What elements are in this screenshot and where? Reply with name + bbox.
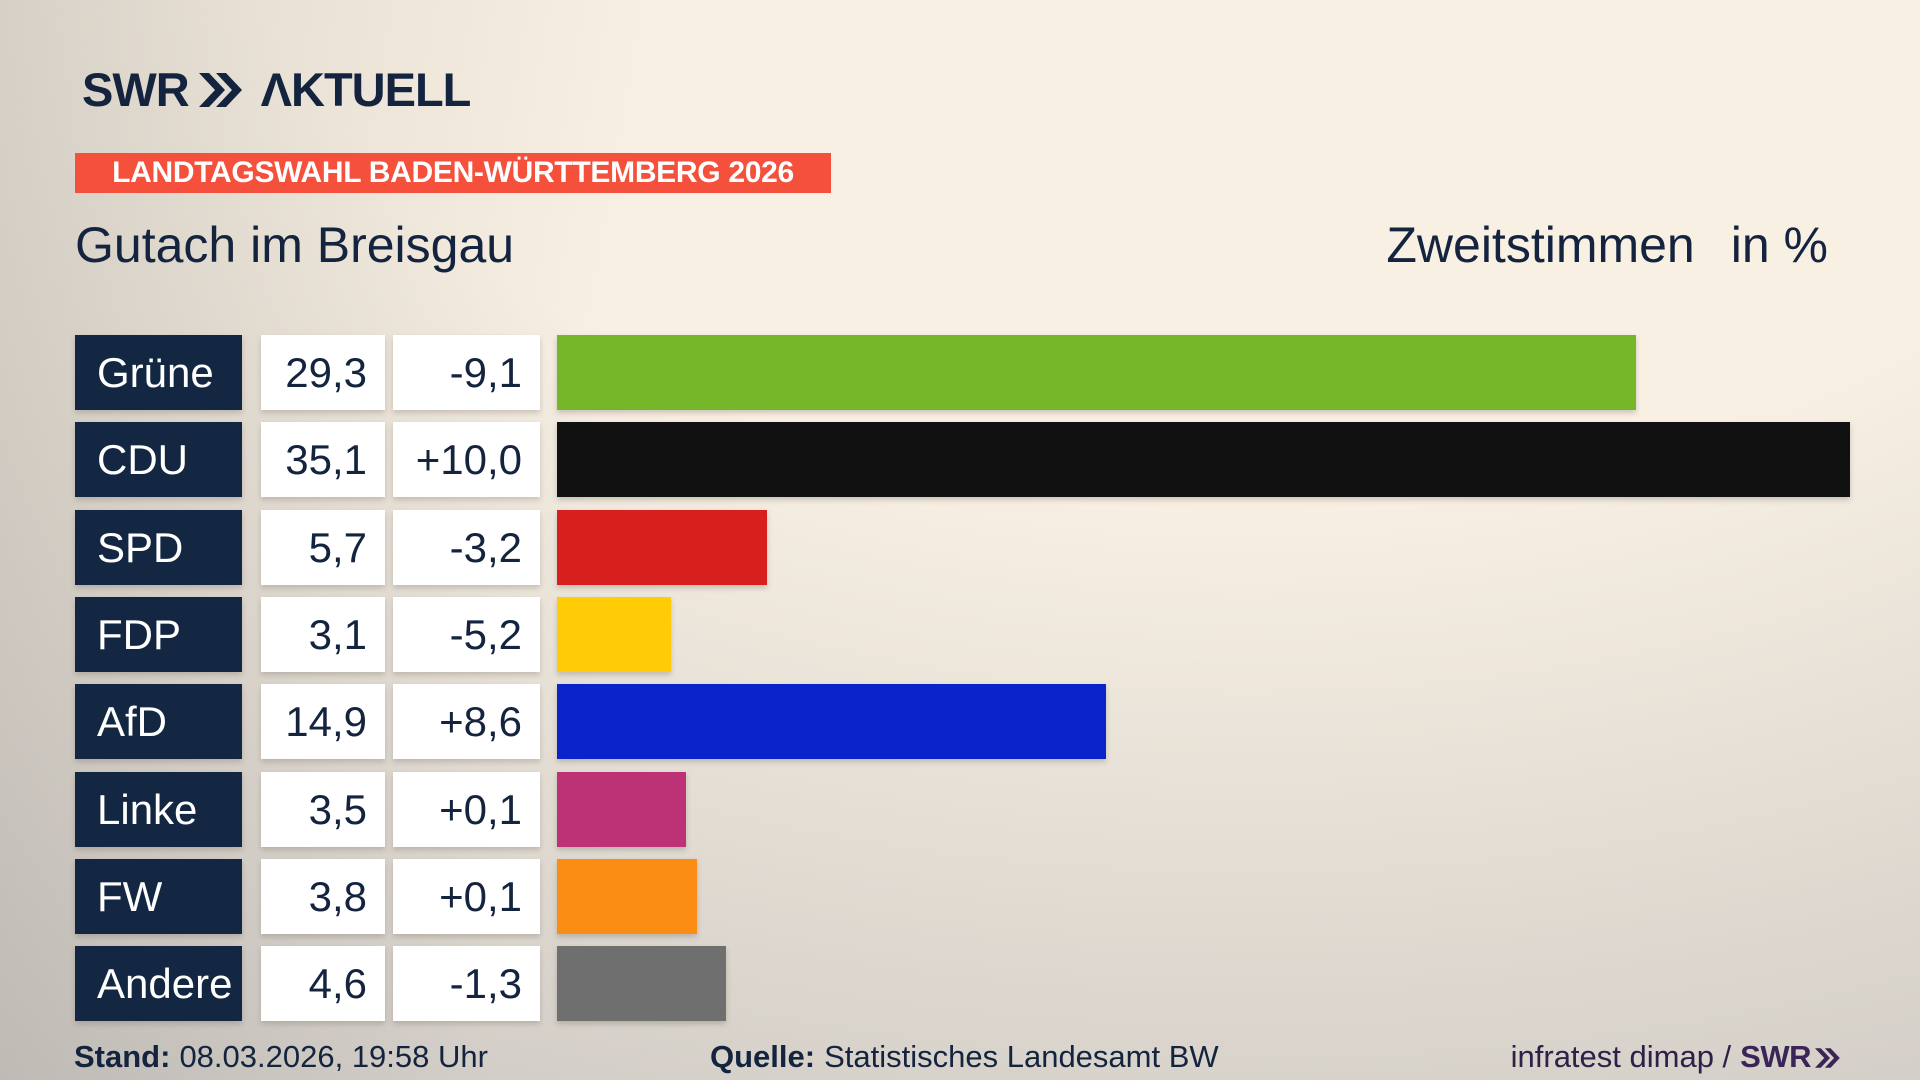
credit-brand: SWR (1740, 1039, 1845, 1075)
chart-row: Grüne 29,3 -9,1 (75, 335, 1850, 410)
delta-box: +10,0 (393, 422, 540, 497)
delta-label: +0,1 (439, 785, 522, 833)
party-label: Linke (97, 785, 198, 833)
delta-box: +8,6 (393, 684, 540, 759)
value-label: 3,5 (308, 785, 367, 833)
result-bar (557, 335, 1636, 410)
value-box: 3,8 (261, 859, 385, 934)
value-label: 4,6 (308, 959, 367, 1007)
value-box: 5,7 (261, 510, 385, 585)
party-label: Grüne (97, 348, 214, 396)
footer-stand: Stand: 08.03.2026, 19:58 Uhr (74, 1036, 488, 1078)
result-bar (557, 946, 726, 1021)
result-bar (557, 772, 686, 847)
value-box: 14,9 (261, 684, 385, 759)
party-label-box: Grüne (75, 335, 242, 410)
credit-brand-text: SWR (1740, 1039, 1811, 1074)
result-bar (557, 859, 697, 934)
stand-label: Stand: (74, 1039, 171, 1074)
party-label-box: AfD (75, 684, 242, 759)
party-label-box: CDU (75, 422, 242, 497)
delta-box: -9,1 (393, 335, 540, 410)
chart-row: CDU 35,1 +10,0 (75, 422, 1850, 497)
delta-label: +10,0 (415, 435, 522, 483)
measure-label: Zweitstimmen (1386, 217, 1695, 273)
quelle-value: Statistisches Landesamt BW (824, 1039, 1219, 1074)
party-label-box: Linke (75, 772, 242, 847)
value-label: 35,1 (285, 435, 367, 483)
delta-label: -9,1 (449, 348, 522, 396)
delta-box: +0,1 (393, 859, 540, 934)
delta-label: +0,1 (439, 872, 522, 920)
value-box: 35,1 (261, 422, 385, 497)
chart-row: FW 3,8 +0,1 (75, 859, 1850, 934)
value-label: 3,1 (308, 610, 367, 658)
value-box: 4,6 (261, 946, 385, 1021)
party-label: SPD (97, 523, 184, 571)
chart-row: Andere 4,6 -1,3 (75, 946, 1850, 1021)
swr-logo-text: SWR (82, 63, 190, 116)
credit-chevrons-icon (1815, 1046, 1845, 1068)
delta-label: -3,2 (449, 523, 522, 571)
result-bar (557, 422, 1850, 497)
delta-label: -5,2 (449, 610, 522, 658)
delta-box: -5,2 (393, 597, 540, 672)
footer-credit: infratest dimap / SWR (1511, 1036, 1845, 1078)
value-label: 3,8 (308, 872, 367, 920)
chart-row: FDP 3,1 -5,2 (75, 597, 1850, 672)
delta-box: -3,2 (393, 510, 540, 585)
credit-text: infratest dimap / (1510, 1039, 1732, 1074)
party-label: AfD (97, 697, 168, 745)
party-label: FW (97, 872, 163, 920)
party-label-box: FW (75, 859, 242, 934)
party-label: CDU (97, 435, 188, 483)
value-box: 3,5 (261, 772, 385, 847)
result-bar (557, 510, 767, 585)
result-bar (557, 684, 1106, 759)
swr-aktuell-logo: SWR ΛKTUELL (82, 63, 472, 116)
chart-row: SPD 5,7 -3,2 (75, 510, 1850, 585)
value-label: 5,7 (308, 523, 367, 571)
party-label-box: FDP (75, 597, 242, 672)
unit-label: in % (1730, 217, 1828, 273)
delta-label: +8,6 (439, 697, 522, 745)
delta-box: +0,1 (393, 772, 540, 847)
chart: Grüne 29,3 -9,1 CDU 35,1 +10,0 SPD (75, 335, 1850, 1025)
result-bar (557, 597, 671, 672)
chart-row: AfD 14,9 +8,6 (75, 684, 1850, 759)
stand-value: 08.03.2026, 19:58 Uhr (179, 1039, 488, 1074)
delta-label: -1,3 (449, 959, 522, 1007)
location-title: Gutach im Breisgau (75, 217, 515, 273)
value-label: 29,3 (285, 348, 367, 396)
swr-chevrons-icon (198, 72, 251, 107)
value-box: 3,1 (261, 597, 385, 672)
aktuell-logo-text: ΛKTUELL (260, 63, 472, 116)
measure-title: Zweitstimmen in % (1386, 215, 1828, 275)
election-banner: LANDTAGSWAHL BADEN-WÜRTTEMBERG 2026 (75, 153, 831, 193)
quelle-label: Quelle: (710, 1039, 816, 1074)
party-label: FDP (97, 610, 181, 658)
party-label-box: SPD (75, 510, 242, 585)
party-label: Andere (97, 959, 233, 1007)
value-label: 14,9 (285, 697, 367, 745)
chart-row: Linke 3,5 +0,1 (75, 772, 1850, 847)
delta-box: -1,3 (393, 946, 540, 1021)
value-box: 29,3 (261, 335, 385, 410)
party-label-box: Andere (75, 946, 242, 1021)
footer-quelle: Quelle: Statistisches Landesamt BW (710, 1036, 1219, 1078)
